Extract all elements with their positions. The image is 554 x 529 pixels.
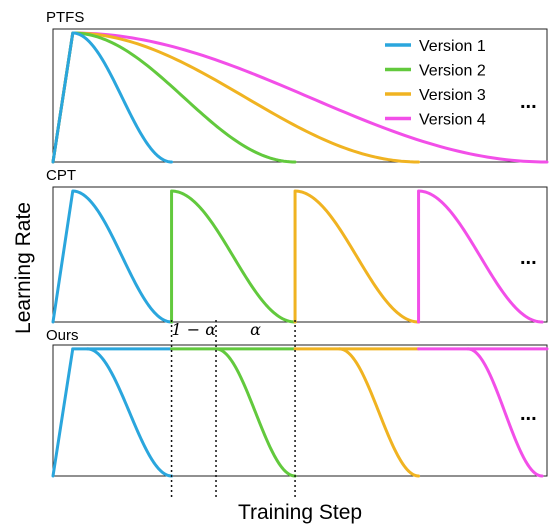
annotation-alpha: α (250, 320, 261, 339)
x-axis-title: Training Step (238, 501, 362, 524)
legend-label-version-1: Version 1 (419, 38, 486, 55)
curves-ptfs (51, 31, 549, 164)
panel-title-ptfs: PTFS (46, 9, 84, 26)
panel-frame-cpt (52, 186, 548, 323)
y-axis-title: Learning Rate (12, 202, 35, 334)
ptfs-line-version-4 (51, 31, 549, 164)
ptfs-line-version-1 (51, 31, 174, 164)
ours-decay-version-3 (338, 347, 421, 478)
ptfs-line-version-3 (51, 31, 421, 164)
alpha-guides (170, 320, 296, 497)
ours-decay-version-4 (466, 347, 544, 478)
curves-cpt (51, 189, 544, 324)
panel-title-cpt: CPT (46, 167, 76, 184)
legend-label-version-4: Version 4 (419, 112, 486, 129)
ellipsis-ours: ... (520, 403, 537, 425)
panel-title-ours: Ours (46, 327, 79, 344)
ours-decay-version-2 (214, 347, 297, 478)
legend-label-version-2: Version 2 (419, 63, 486, 80)
legend: Version 1 Version 2 Version 3 Version 4 (385, 38, 486, 129)
cpt-line-version-4 (417, 189, 544, 324)
ptfs-line-version-2 (51, 31, 297, 164)
ellipsis-ptfs: ... (520, 91, 537, 113)
ours-warmup (51, 347, 75, 478)
panel-frame-ptfs (52, 28, 548, 163)
curves-ours (51, 347, 549, 478)
cpt-line-version-1 (51, 189, 174, 324)
panel-frame-ours (52, 344, 548, 477)
ellipsis-cpt: ... (520, 247, 537, 269)
annotation-one-minus-alpha: 1 − α (172, 320, 217, 339)
cpt-line-version-2 (170, 189, 297, 324)
ours-decay-version-1 (86, 347, 174, 478)
cpt-line-version-3 (293, 189, 421, 324)
legend-label-version-3: Version 3 (419, 87, 486, 104)
